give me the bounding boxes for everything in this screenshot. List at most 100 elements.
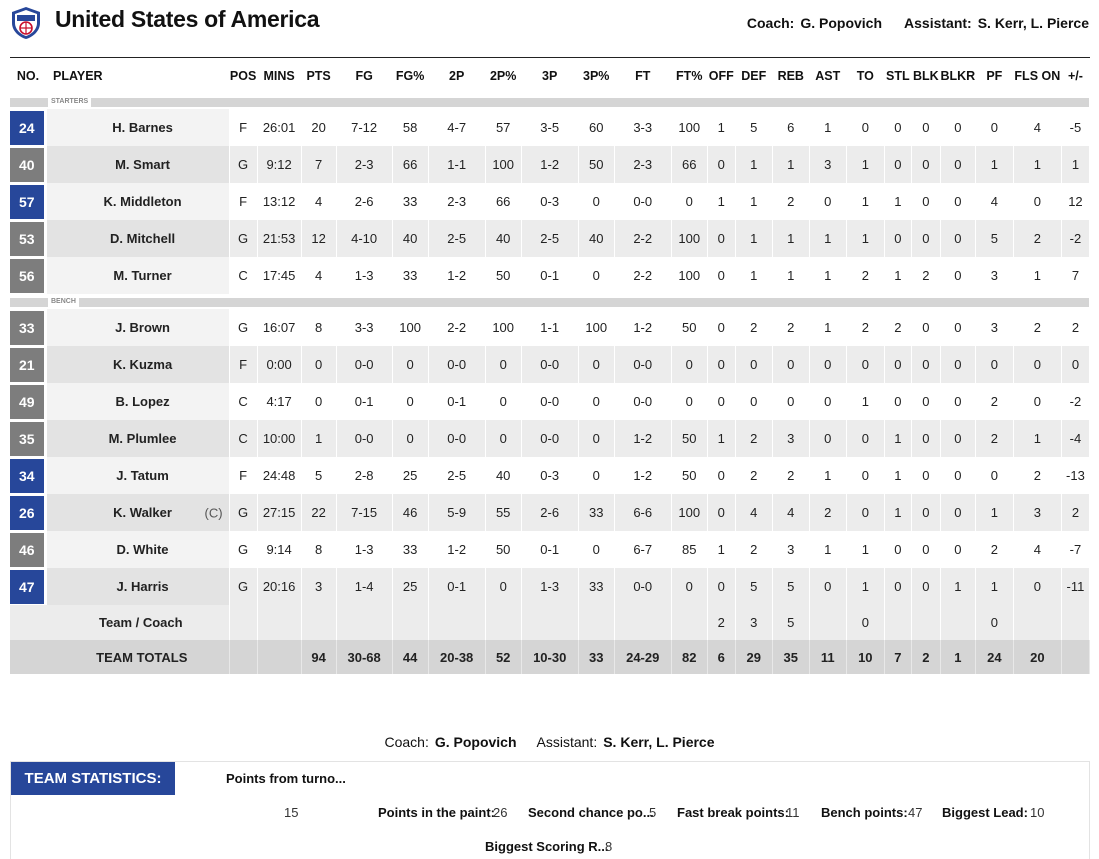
col-header-blkr[interactable]: BLKR [940, 69, 976, 83]
player-row[interactable]: 24 H. Barnes F 26:01 20 7-12 58 4-7 57 3-5 60 3-3 10… [10, 109, 1091, 146]
stat-off: 0 [707, 457, 736, 494]
player-name-cell[interactable]: K. Middleton [46, 183, 230, 220]
player-name-cell[interactable]: M. Plumlee [46, 420, 230, 457]
player-name-cell[interactable]: H. Barnes [46, 109, 230, 146]
player-name-link[interactable]: J. Tatum [116, 468, 169, 483]
player-name-link[interactable]: M. Turner [113, 268, 172, 283]
col-header-ft[interactable]: FT [635, 69, 651, 83]
stat-ft-pct: 50 [671, 420, 708, 457]
player-name-link[interactable]: H. Barnes [112, 120, 173, 135]
col-header-ft-pct[interactable]: FT% [676, 69, 703, 83]
player-name-cell[interactable]: J. Brown [46, 309, 230, 346]
col-header-def[interactable]: DEF [741, 69, 767, 83]
col-header-pos[interactable]: POS [229, 69, 257, 83]
col-header-2p[interactable]: 2P [449, 69, 465, 83]
player-row[interactable]: 21 K. Kuzma F 0:00 0 0-0 0 0-0 0 0-0 0 0-0 0 0 0 0 0 0 0 0 0… [10, 346, 1091, 383]
stat-3p: 0-3 [521, 183, 579, 220]
player-row[interactable]: 40 M. Smart G 9:12 7 2-3 66 1-1 100 1-2 50 2-3 66 0 1 1… [10, 146, 1091, 183]
stat-pf: 1 [975, 146, 1014, 183]
player-row[interactable]: 53 D. Mitchell G 21:53 12 4-10 40 2-5 40 2-5 40 2-2… [10, 220, 1091, 257]
stat-blkr: 0 [940, 109, 976, 146]
player-row[interactable]: 26 K. Walker (C) G 27:15 22 7-15 46 5-9 55 2-6 33 6-… [10, 494, 1091, 531]
player-row[interactable]: 57 K. Middleton F 13:12 4 2-6 33 2-3 66 0-3 0 0-0 0 1… [10, 183, 1091, 220]
player-name-cell[interactable]: K. Kuzma [46, 346, 230, 383]
col-header-fg-pct[interactable]: FG% [395, 69, 425, 83]
coach-line-bottom: Coach: G. Popovich Assistant: S. Kerr, L. P… [0, 734, 1099, 750]
stat-2p-pct: 100 [485, 309, 522, 346]
player-name-link[interactable]: B. Lopez [115, 394, 170, 409]
col-header-mins[interactable]: MINS [263, 69, 295, 83]
stat-pts: 0 [301, 346, 337, 383]
stat-fls-on: 2 [1013, 220, 1062, 257]
player-name-cell[interactable]: B. Lopez [46, 383, 230, 420]
stat-mins: 27:15 [257, 494, 302, 531]
stat-blk: 0 [911, 346, 941, 383]
col-header-stl[interactable]: STL [886, 69, 910, 83]
col-header-fls-on[interactable]: FLS ON [1014, 69, 1061, 83]
col-header-pts[interactable]: PTS [306, 69, 331, 83]
stat-fg: 7-12 [336, 109, 393, 146]
stat-3p: 1-3 [521, 568, 579, 605]
col-header-blk[interactable]: BLK [912, 69, 939, 83]
col-header-to[interactable]: TO [856, 69, 874, 83]
player-row[interactable]: 47 J. Harris G 20:16 3 1-4 25 0-1 0 1-3 33 0-0 0 0 5 5 0… [10, 568, 1091, 605]
player-name-link[interactable]: K. Walker [113, 505, 172, 520]
stat-3p-pct: 100 [578, 309, 615, 346]
stat-fg-pct: 25 [392, 457, 429, 494]
player-name-cell[interactable]: J. Tatum [46, 457, 230, 494]
stat-3p: 0-0 [521, 346, 579, 383]
col-header-fg[interactable]: FG [355, 69, 373, 83]
player-name-cell[interactable]: M. Turner [46, 257, 230, 294]
points-from-turnovers-label: Points from turno... [226, 771, 346, 786]
col-header-player[interactable]: PLAYER [53, 69, 103, 83]
col-header-no[interactable]: NO. [16, 69, 40, 83]
team-coach-fls-on [1013, 605, 1062, 640]
player-row[interactable]: 33 J. Brown G 16:07 8 3-3 100 2-2 100 1-1 100 1-2 50… [10, 309, 1091, 346]
stat-blkr: 0 [940, 420, 976, 457]
team-coach-blk [911, 605, 941, 640]
stat-pts: 4 [301, 183, 337, 220]
player-name-cell[interactable]: D. Mitchell [46, 220, 230, 257]
col-header-pf[interactable]: PF [986, 69, 1003, 83]
player-name-cell[interactable]: M. Smart [46, 146, 230, 183]
player-row[interactable]: 46 D. White G 9:14 8 1-3 33 1-2 50 0-1 0 6-7 85 1 2 3 1 1… [10, 531, 1091, 568]
col-header-reb[interactable]: REB [777, 69, 804, 83]
player-row[interactable]: 34 J. Tatum F 24:48 5 2-8 25 2-5 40 0-3 0 1-2 50 0 2 2 1… [10, 457, 1091, 494]
team-coach-label: Team / Coach [10, 605, 230, 640]
stat-def: 0 [735, 383, 773, 420]
player-name-cell[interactable]: K. Walker (C) [46, 494, 230, 531]
player-row[interactable]: 56 M. Turner C 17:45 4 1-3 33 1-2 50 0-1 0 2-2 100 0 1… [10, 257, 1091, 294]
player-name-link[interactable]: J. Brown [115, 320, 170, 335]
col-header-plus-minus[interactable]: +/- [1067, 69, 1083, 83]
team-coach-reb: 5 [772, 605, 810, 640]
team-coach-3p [521, 605, 579, 640]
player-row[interactable]: 35 M. Plumlee C 10:00 1 0-0 0 0-0 0 0-0 0 1-2 50 1 2 3 0… [10, 420, 1091, 457]
player-name-link[interactable]: D. Mitchell [110, 231, 176, 246]
player-row[interactable]: 49 B. Lopez C 4:17 0 0-1 0 0-1 0 0-0 0 0-0 0 0 0 0 0 1 0 0 0… [10, 383, 1091, 420]
player-name-link[interactable]: M. Plumlee [108, 431, 177, 446]
jersey-number-cell: 33 [10, 309, 47, 346]
player-name-link[interactable]: K. Middleton [103, 194, 182, 209]
stat-2p: 0-1 [428, 568, 486, 605]
stat-pf: 5 [975, 220, 1014, 257]
col-header-off[interactable]: OFF [708, 69, 734, 83]
coach-line: Coach: G. Popovich Assistant: S. Kerr, L. P… [747, 15, 1089, 31]
player-name-link[interactable]: D. White [116, 542, 169, 557]
col-header-2p-pct[interactable]: 2P% [489, 69, 517, 83]
stat-2p-pct: 55 [485, 494, 522, 531]
col-header-3p-pct[interactable]: 3P% [583, 69, 610, 83]
total-ft-pct: 82 [671, 640, 708, 674]
player-name-link[interactable]: M. Smart [115, 157, 170, 172]
stat-ft-pct: 0 [671, 383, 708, 420]
stat-mins: 13:12 [257, 183, 302, 220]
stat-plus-minus: 2 [1061, 309, 1091, 346]
player-name-link[interactable]: K. Kuzma [112, 357, 173, 372]
player-name-link[interactable]: J. Harris [116, 579, 169, 594]
col-header-3p[interactable]: 3P [542, 69, 558, 83]
col-header-ast[interactable]: AST [815, 69, 841, 83]
player-name-cell[interactable]: D. White [46, 531, 230, 568]
player-name-cell[interactable]: J. Harris [46, 568, 230, 605]
team-coach-pf: 0 [975, 605, 1014, 640]
stat-ft: 2-2 [614, 257, 672, 294]
team-coach-3p-pct [578, 605, 615, 640]
